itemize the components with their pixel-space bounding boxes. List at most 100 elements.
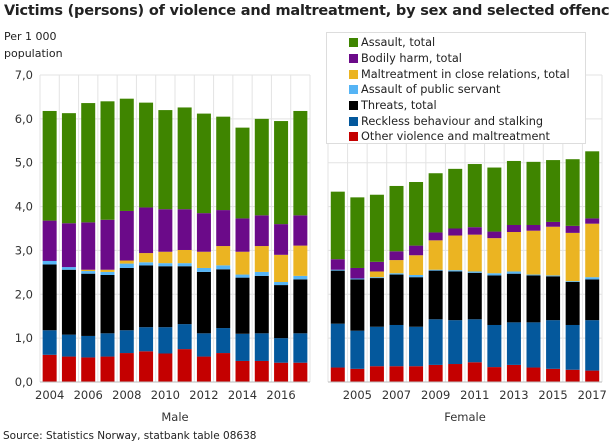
bar-segment: [177, 263, 192, 267]
bar-segment: [526, 322, 541, 368]
bar-segment: [467, 234, 482, 272]
bar-segment: [158, 209, 173, 252]
bar-segment: [196, 213, 211, 252]
bar-segment: [139, 102, 154, 208]
x-tick-label: 2016: [266, 388, 295, 402]
bar-segment: [428, 270, 443, 320]
bar-segment: [506, 364, 521, 382]
bar-segment: [585, 218, 600, 224]
legend-swatch: [349, 38, 358, 48]
bar-segment: [409, 182, 424, 246]
bar-segment: [565, 369, 580, 382]
bar-segment: [158, 353, 173, 382]
bar-segment: [330, 367, 345, 382]
bar-segment: [487, 167, 502, 232]
bar-segment: [100, 333, 115, 357]
bar-segment: [254, 215, 269, 247]
bar-segment: [428, 364, 443, 382]
bar-segment: [428, 173, 443, 233]
legend-item: Assault of public servant: [327, 82, 585, 98]
bar-segment: [158, 263, 173, 267]
legend-swatch: [349, 116, 358, 126]
legend-label: Other violence and maltreatment: [361, 130, 550, 144]
bar-segment: [546, 276, 561, 321]
bar-segment: [467, 227, 482, 235]
x-tick-label: 2008: [112, 388, 141, 402]
bar-segment: [448, 228, 463, 236]
bar-segment: [216, 353, 231, 382]
bar-segment: [448, 320, 463, 365]
bar-segment: [448, 168, 463, 229]
bar-segment: [119, 260, 134, 264]
bar-segment: [448, 270, 463, 272]
bar-segment: [293, 279, 308, 334]
legend-item: Assault, total: [327, 35, 585, 51]
bar-segment: [585, 279, 600, 321]
bar-segment: [369, 277, 384, 279]
bar-segment: [235, 360, 250, 382]
bar-segment: [177, 107, 192, 210]
bar-segment: [196, 333, 211, 357]
bar-segment: [428, 232, 443, 241]
bar-segment: [216, 246, 231, 266]
bar-segment: [330, 191, 345, 260]
bar-segment: [177, 266, 192, 325]
bar-segment: [139, 262, 154, 266]
bar-segment: [81, 269, 96, 272]
bar-segment: [235, 277, 250, 334]
bar-segment: [506, 232, 521, 272]
bar-segment: [467, 164, 482, 228]
x-tick-label: 2013: [499, 388, 528, 402]
bar-segment: [293, 245, 308, 276]
bar-segment: [158, 251, 173, 264]
bar-segment: [428, 240, 443, 270]
bar-segment: [61, 269, 76, 335]
bar-segment: [369, 261, 384, 272]
bar-segment: [330, 259, 345, 270]
y-tick-label: 0,0: [15, 375, 33, 389]
bar-segment: [506, 271, 521, 274]
bar-segment: [293, 362, 308, 382]
bar-segment: [487, 238, 502, 274]
bar-segment: [565, 282, 580, 325]
legend-label: Assault of public servant: [361, 83, 501, 97]
bar-segment: [330, 270, 345, 324]
x-tick-label: 2014: [228, 388, 257, 402]
bar-segment: [42, 110, 57, 221]
bar-segment: [254, 246, 269, 272]
bar-segment: [526, 161, 541, 225]
bar-segment: [274, 285, 289, 339]
legend-item: Bodily harm, total: [327, 51, 585, 67]
bar-segment: [428, 269, 443, 271]
bar-segment: [585, 370, 600, 382]
bar-segment: [448, 235, 463, 271]
bar-segment: [389, 274, 404, 325]
bar-segment: [139, 253, 154, 263]
bar-segment: [350, 368, 365, 382]
bar-segment: [409, 255, 424, 275]
x-tick-label: 2015: [538, 388, 567, 402]
bar-segment: [216, 265, 231, 270]
bar-segment: [139, 265, 154, 328]
bar-segment: [389, 324, 404, 367]
legend-swatch: [349, 54, 358, 64]
bar-segment: [448, 271, 463, 321]
bar-segment: [158, 266, 173, 328]
bar-segment: [274, 362, 289, 382]
bar-segment: [546, 160, 561, 222]
bar-segment: [196, 251, 211, 268]
bar-segment: [409, 277, 424, 327]
bar-segment: [235, 218, 250, 252]
bar-segment: [81, 335, 96, 358]
bar-segment: [119, 330, 134, 354]
bar-segment: [274, 224, 289, 255]
bar-segment: [274, 282, 289, 286]
y-axis-label: Per 1 000 population: [4, 30, 63, 60]
bar-segment: [506, 160, 521, 225]
bar-segment: [409, 326, 424, 367]
x-tick-label: 2010: [151, 388, 180, 402]
bar-segment: [216, 269, 231, 329]
legend-swatch: [349, 132, 358, 142]
bar-segment: [42, 260, 57, 265]
